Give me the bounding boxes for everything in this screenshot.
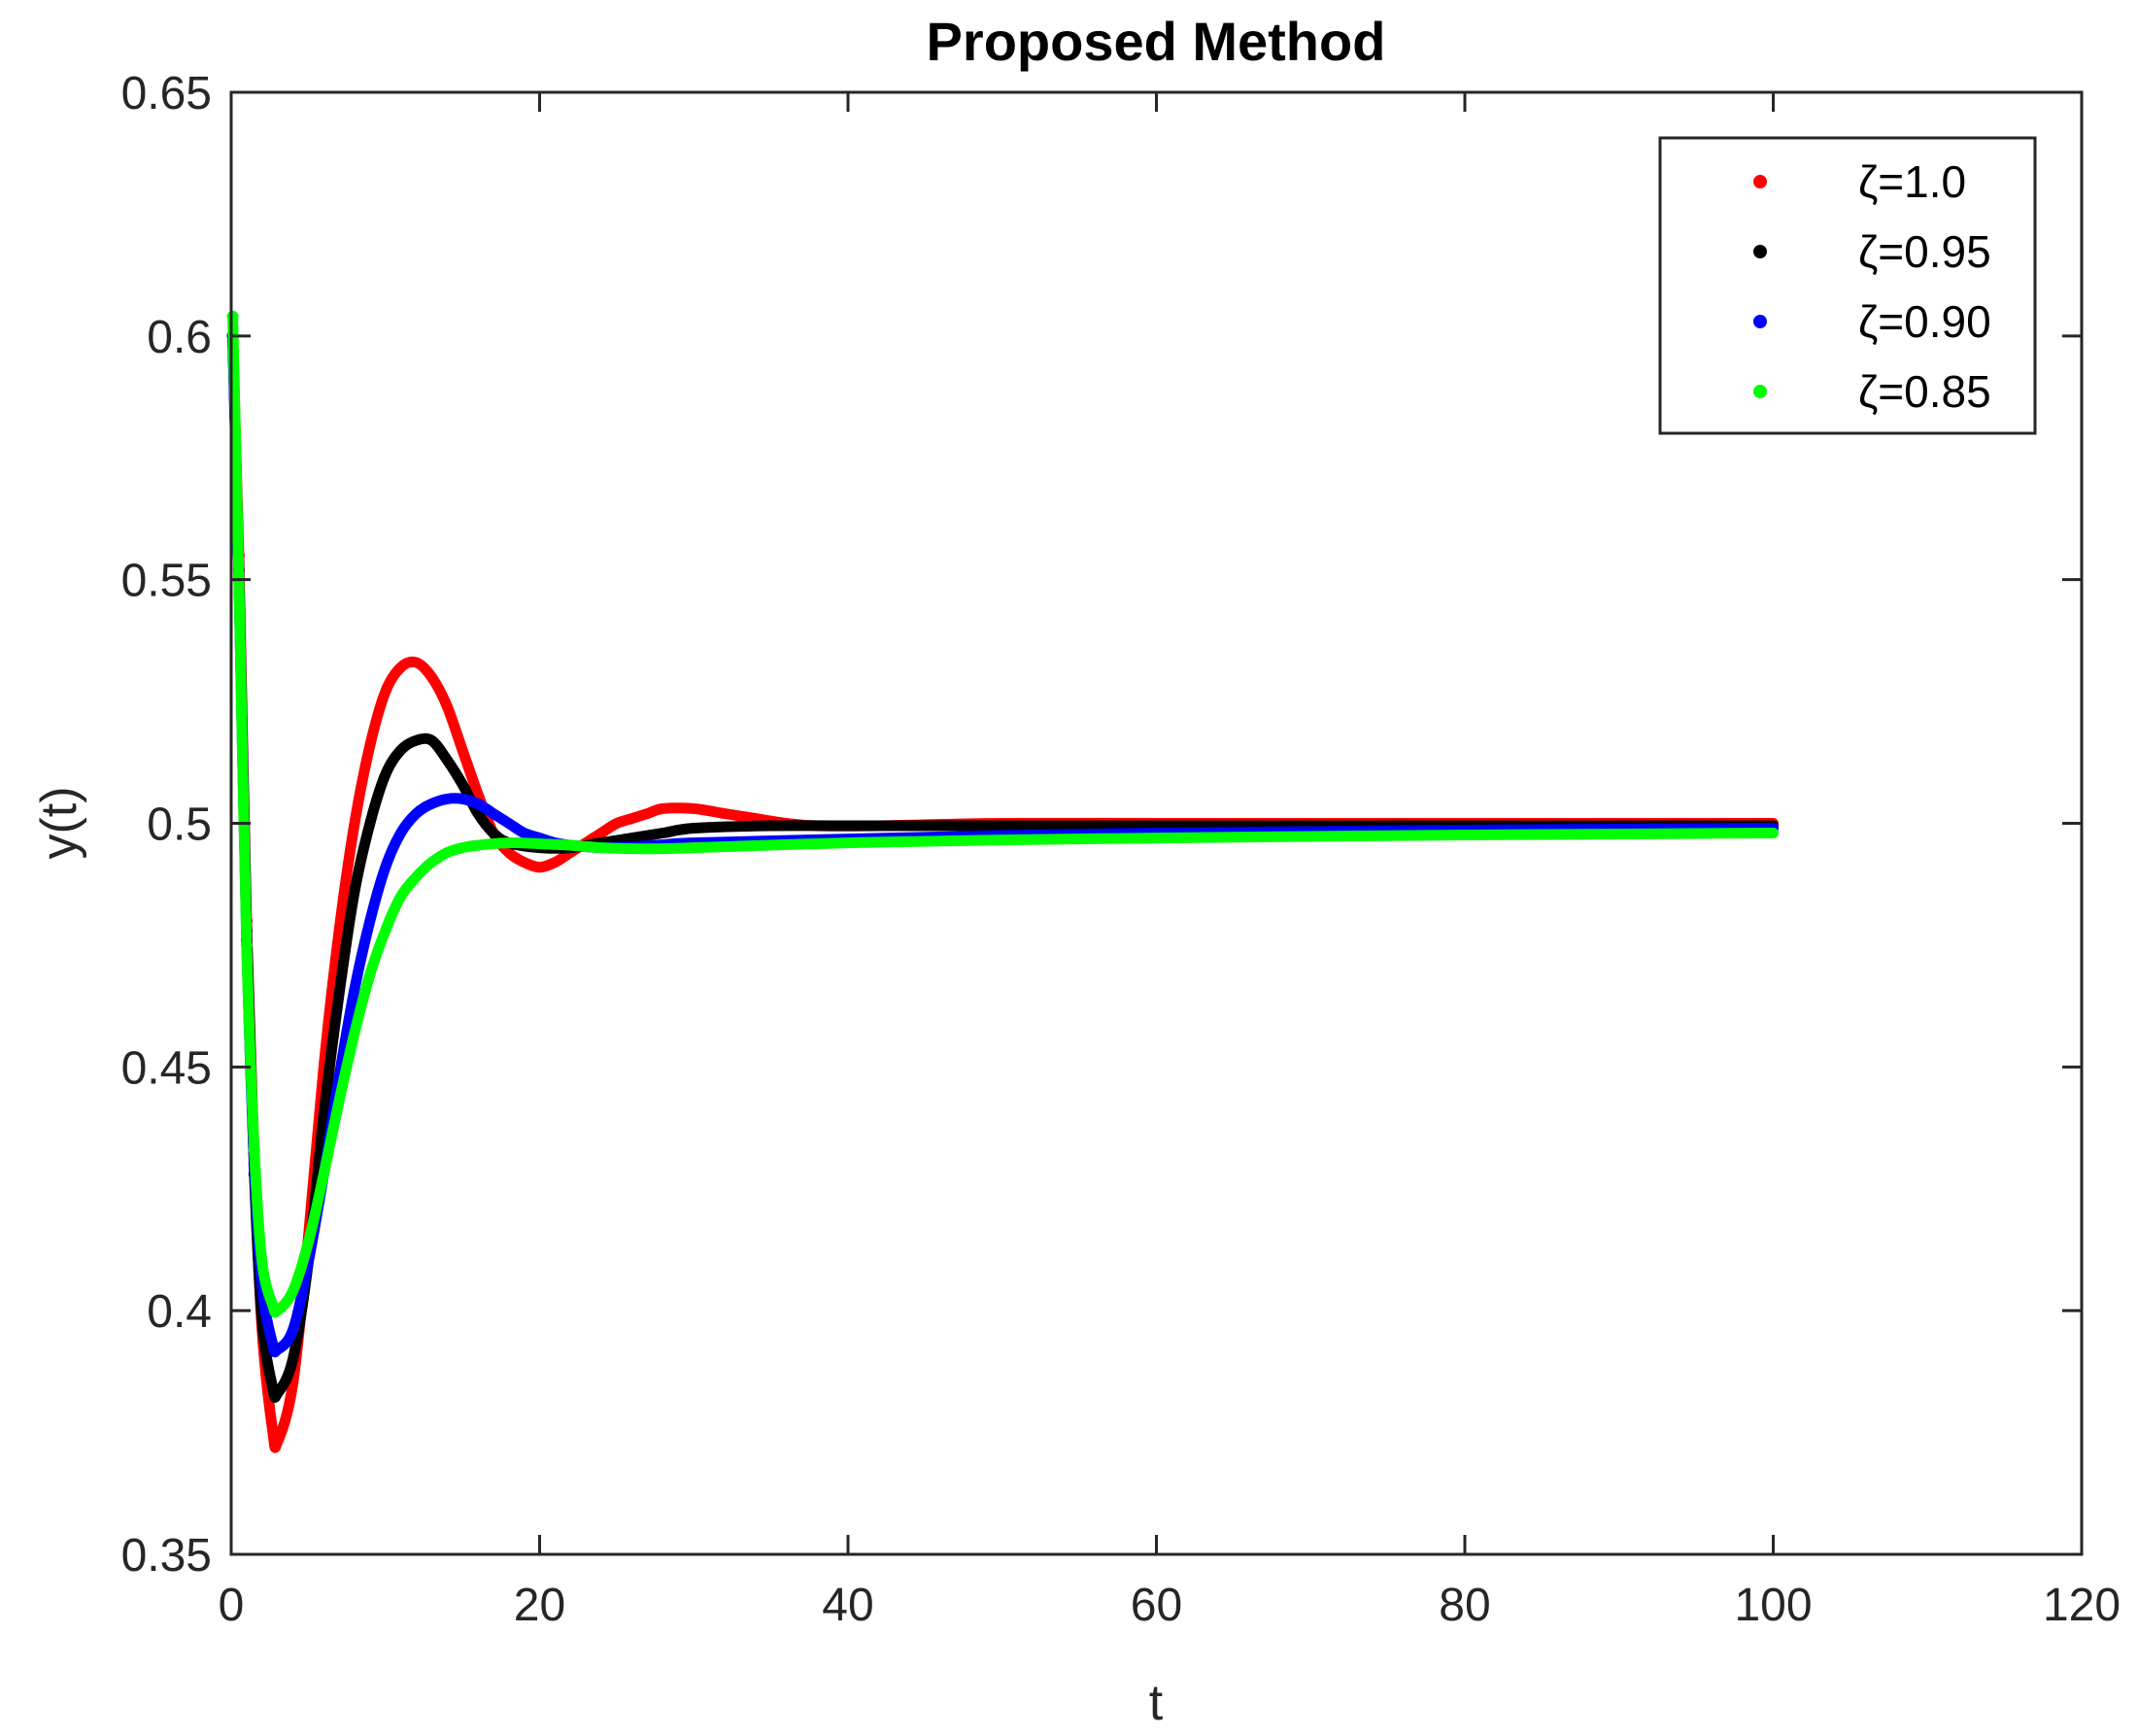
x-tick-label: 100 xyxy=(1734,1580,1812,1631)
y-tick-label: 0.65 xyxy=(121,68,212,119)
legend-marker-3 xyxy=(1753,315,1767,328)
series-4-marker-3 xyxy=(240,938,253,951)
x-tick-label: 120 xyxy=(2043,1580,2121,1631)
legend-label-3: ζ=0.90 xyxy=(1858,296,1991,347)
legend: ζ=1.0 ζ=0.95 ζ=0.90 ζ=0.85 xyxy=(1658,136,2037,435)
data-curves xyxy=(226,310,1779,1453)
legend-label-1: ζ=1.0 xyxy=(1858,156,1966,207)
x-tick-label: 80 xyxy=(1439,1580,1490,1631)
legend-marker-2 xyxy=(1753,245,1767,258)
x-tick-label: 40 xyxy=(822,1580,873,1631)
series-line-4 xyxy=(227,311,1779,1318)
legend-marker-1 xyxy=(1753,175,1767,188)
y-axis-ticks: 0.35 0.4 0.45 0.5 0.55 0.6 0.65 xyxy=(121,68,2082,1582)
y-tick-label: 0.4 xyxy=(147,1286,212,1338)
y-tick-label: 0.5 xyxy=(147,800,212,851)
series-4-marker-1 xyxy=(226,310,239,323)
y-axis-label: y(t) xyxy=(31,786,87,859)
series-4-marker-4 xyxy=(248,1143,260,1156)
x-tick-label: 20 xyxy=(514,1580,565,1631)
legend-label-4: ζ=0.85 xyxy=(1858,366,1991,417)
legend-label-2: ζ=0.95 xyxy=(1858,226,1991,277)
x-tick-label: 60 xyxy=(1131,1580,1182,1631)
x-tick-label: 0 xyxy=(219,1580,245,1631)
y-tick-label: 0.6 xyxy=(147,312,212,363)
chart-title: Proposed Method xyxy=(927,11,1386,72)
legend-marker-4 xyxy=(1753,385,1767,398)
y-tick-label: 0.35 xyxy=(121,1530,212,1582)
legend-box xyxy=(1658,136,2037,435)
y-tick-label: 0.55 xyxy=(121,556,212,607)
x-axis-ticks: 0 20 40 60 80 100 120 xyxy=(219,92,2121,1631)
x-axis-label: t xyxy=(1149,1675,1164,1731)
y-tick-label: 0.45 xyxy=(121,1042,212,1094)
